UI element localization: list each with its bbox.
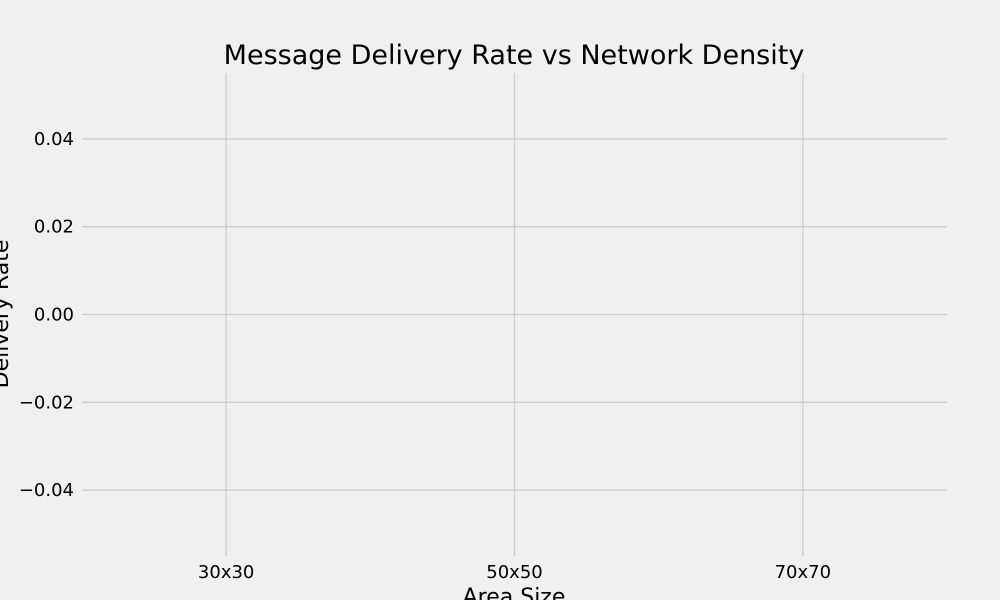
y-tick-label: −0.02 (19, 392, 74, 413)
x-tick-labels: 30x30 50x50 70x70 (198, 562, 831, 583)
y-tick-label: 0.04 (34, 129, 74, 150)
y-tick-label: 0.00 (34, 305, 74, 326)
y-axis-label: Delivery Rate (0, 240, 14, 389)
x-axis-label: Area Size (463, 585, 566, 600)
x-tick-label: 30x30 (198, 562, 254, 583)
x-tick-label: 70x70 (775, 562, 831, 583)
y-tick-labels: −0.04 −0.02 0.00 0.02 0.04 (19, 129, 74, 501)
x-tick-label: 50x50 (486, 562, 542, 583)
grid-lines (82, 73, 947, 556)
chart-title: Message Delivery Rate vs Network Density (224, 40, 805, 71)
y-tick-label: 0.02 (34, 217, 74, 238)
y-tick-label: −0.04 (19, 480, 74, 501)
